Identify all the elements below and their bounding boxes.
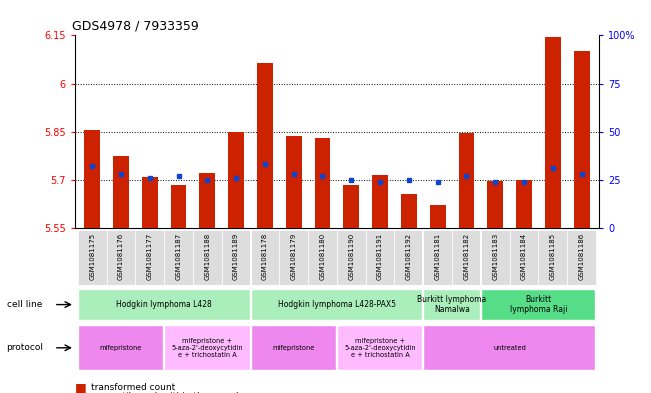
Bar: [279, 230, 308, 285]
Bar: [337, 325, 422, 371]
Text: Hodgkin lymphoma L428: Hodgkin lymphoma L428: [117, 300, 212, 309]
Text: GSM1081191: GSM1081191: [377, 233, 383, 280]
Bar: [366, 230, 395, 285]
Bar: [171, 185, 186, 228]
Bar: [395, 230, 423, 285]
Text: GSM1081187: GSM1081187: [176, 233, 182, 280]
Text: GSM1081177: GSM1081177: [146, 233, 153, 280]
Text: Burkitt
lymphoma Raji: Burkitt lymphoma Raji: [510, 295, 567, 314]
Bar: [516, 180, 532, 228]
Bar: [77, 288, 249, 321]
Bar: [251, 288, 422, 321]
Bar: [372, 175, 388, 228]
Bar: [222, 230, 251, 285]
Bar: [251, 325, 336, 371]
Bar: [574, 51, 590, 228]
Text: GSM1081181: GSM1081181: [435, 233, 441, 280]
Bar: [423, 325, 595, 371]
Text: untreated: untreated: [493, 345, 526, 351]
Text: mifepristone +
5-aza-2'-deoxycytidin
e + trichostatin A: mifepristone + 5-aza-2'-deoxycytidin e +…: [344, 338, 416, 358]
Text: GSM1081183: GSM1081183: [492, 233, 498, 280]
Bar: [142, 176, 158, 228]
Text: GSM1081176: GSM1081176: [118, 233, 124, 280]
Bar: [452, 230, 481, 285]
Bar: [308, 230, 337, 285]
Bar: [77, 325, 163, 371]
Bar: [458, 133, 475, 228]
Text: GDS4978 / 7933359: GDS4978 / 7933359: [72, 20, 199, 33]
Text: Burkitt lymphoma
Namalwa: Burkitt lymphoma Namalwa: [417, 295, 487, 314]
Text: cell line: cell line: [7, 300, 42, 309]
Bar: [257, 62, 273, 228]
Text: GSM1081182: GSM1081182: [464, 233, 469, 280]
Text: GSM1081179: GSM1081179: [291, 233, 297, 280]
Text: GSM1081192: GSM1081192: [406, 233, 412, 280]
Bar: [314, 138, 331, 228]
Text: protocol: protocol: [7, 343, 44, 352]
Bar: [77, 230, 107, 285]
Bar: [251, 230, 279, 285]
Bar: [430, 206, 445, 228]
Text: GSM1081188: GSM1081188: [204, 233, 210, 280]
Text: mifepristone +
5-aza-2'-deoxycytidin
e + trichostatin A: mifepristone + 5-aza-2'-deoxycytidin e +…: [171, 338, 243, 358]
Text: mifepristone: mifepristone: [100, 345, 142, 351]
Bar: [538, 230, 567, 285]
Bar: [481, 230, 510, 285]
Text: GSM1081178: GSM1081178: [262, 233, 268, 280]
Text: GSM1081190: GSM1081190: [348, 233, 354, 280]
Bar: [107, 230, 135, 285]
Text: transformed count: transformed count: [91, 383, 175, 391]
Text: GSM1081175: GSM1081175: [89, 233, 95, 280]
Bar: [423, 230, 452, 285]
Text: GSM1081189: GSM1081189: [233, 233, 239, 280]
Bar: [423, 288, 480, 321]
Bar: [337, 230, 366, 285]
Bar: [343, 185, 359, 228]
Text: GSM1081186: GSM1081186: [579, 233, 585, 280]
Text: ■: ■: [75, 390, 87, 393]
Text: mifepristone: mifepristone: [273, 345, 315, 351]
Bar: [199, 173, 215, 228]
Bar: [510, 230, 538, 285]
Bar: [229, 132, 244, 228]
Bar: [488, 182, 503, 228]
Bar: [481, 288, 595, 321]
Bar: [84, 130, 100, 228]
Bar: [113, 156, 129, 228]
Text: ■: ■: [75, 380, 87, 393]
Bar: [545, 37, 561, 228]
Text: GSM1081185: GSM1081185: [550, 233, 556, 280]
Text: GSM1081180: GSM1081180: [320, 233, 326, 280]
Bar: [193, 230, 222, 285]
Bar: [164, 230, 193, 285]
Bar: [401, 194, 417, 228]
Bar: [164, 325, 249, 371]
Bar: [567, 230, 596, 285]
Bar: [286, 136, 301, 228]
Text: Hodgkin lymphoma L428-PAX5: Hodgkin lymphoma L428-PAX5: [278, 300, 396, 309]
Text: GSM1081184: GSM1081184: [521, 233, 527, 280]
Bar: [135, 230, 164, 285]
